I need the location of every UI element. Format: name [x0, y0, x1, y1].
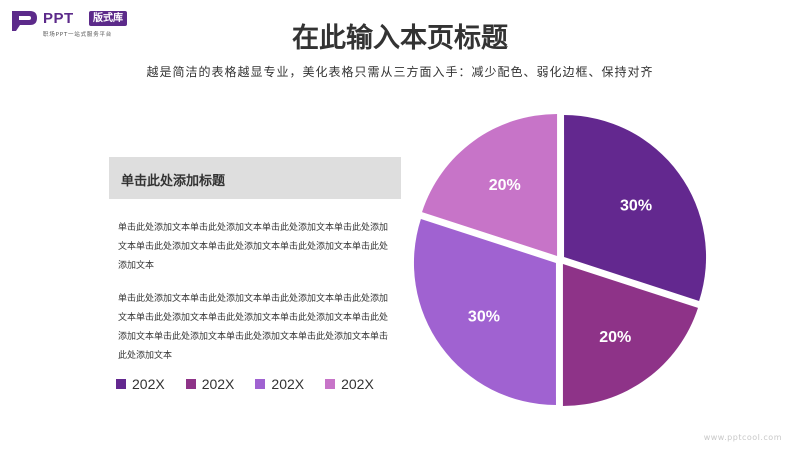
pie-slice-2 [562, 264, 698, 407]
logo-badge: 版式库 [89, 11, 127, 26]
legend-item-3: 202X [255, 376, 304, 392]
legend-label-4: 202X [341, 376, 374, 392]
logo-tagline: 职场PPT一站式服务平台 [43, 32, 113, 38]
pie-slice-3 [413, 219, 556, 405]
pie-chart: 30% 20% 30% 20% [413, 113, 707, 407]
pie-slice-label-4: 20% [489, 177, 521, 194]
legend-label-3: 202X [271, 376, 305, 392]
page-subtitle[interactable]: 越是简洁的表格越显专业，美化表格只需从三方面入手：减少配色、弱化边框、保持对齐 [146, 65, 654, 79]
watermark: www.pptcool.com [703, 433, 782, 442]
legend-item-1: 202X [116, 376, 165, 392]
chart-legend: 202X 202X 202X 202X [116, 375, 436, 393]
legend-swatch-4 [325, 379, 336, 389]
content-paragraph-2[interactable]: 单击此处添加文本单击此处添加文本单击此处添加文本单击此处添加文本单击此处添加文本… [118, 294, 389, 361]
content-title: 单击此处添加标题 [121, 174, 226, 189]
legend-swatch-2 [185, 379, 196, 389]
pie-slice-label-2: 20% [599, 329, 631, 346]
content-title-box[interactable]: 单击此处添加标题 [109, 157, 401, 199]
content-paragraph-1[interactable]: 单击此处添加文本单击此处添加文本单击此处添加文本单击此处添加文本单击此处添加文本… [118, 223, 389, 271]
legend-label-2: 202X [201, 376, 235, 392]
legend-item-2: 202X [185, 376, 235, 392]
pie-slice-4 [422, 113, 558, 256]
brand-logo: PPT 版式库 职场PPT一站式服务平台 [10, 9, 160, 39]
pie-slice-label-3: 30% [468, 308, 500, 325]
logo-word: PPT [43, 10, 74, 27]
legend-swatch-3 [255, 379, 266, 389]
legend-swatch-1 [116, 379, 126, 389]
page-title[interactable]: 在此输入本页标题 [292, 23, 508, 54]
legend-label-1: 202X [132, 376, 165, 392]
pie-slice-label-1: 30% [620, 198, 652, 215]
legend-item-4: 202X [325, 376, 374, 392]
logo-mark-icon [12, 11, 37, 31]
pie-slice-1 [564, 115, 707, 301]
